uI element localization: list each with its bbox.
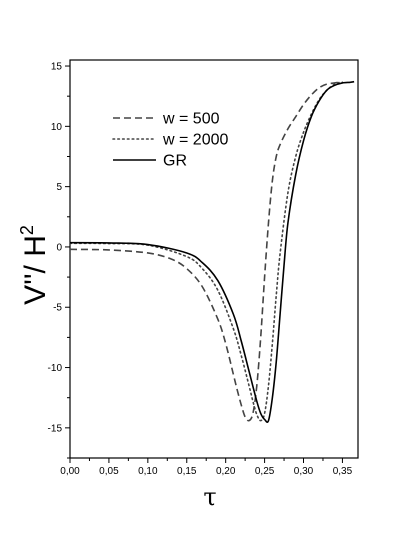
- y-tick-label: 0: [56, 242, 62, 253]
- legend: w = 500 w = 2000 GR: [112, 111, 228, 170]
- x-tick-label: 0,30: [294, 466, 314, 477]
- legend-label-w-500: w = 500: [162, 111, 220, 128]
- x-tick-label: 0,25: [255, 466, 275, 477]
- y-tick-label: -10: [48, 363, 63, 374]
- y-axis-title: V''/ H2: [17, 225, 52, 305]
- plot-frame: [69, 59, 359, 459]
- axis-tick-labels: 0,00 0,05 0,10 0,15 0,20 0,25 0,30 0,35 15 10 5 0 -5…: [48, 62, 353, 477]
- x-tick-label: 0,00: [60, 466, 80, 477]
- y-axis-title-superscript: 2: [17, 225, 37, 235]
- legend-label-w-2000: w = 2000: [162, 132, 228, 149]
- series-lines: [69, 80, 355, 423]
- y-tick-label: 15: [51, 62, 63, 73]
- x-tick-label: 0,15: [177, 466, 197, 477]
- plot-frame-rect: [69, 59, 359, 459]
- x-tick-label: 0,10: [138, 466, 158, 477]
- series-line-w-500: [69, 81, 339, 422]
- legend-label-gr: GR: [163, 153, 187, 170]
- series-line-gr: [69, 80, 355, 423]
- y-tick-label: 10: [51, 122, 63, 133]
- y-axis-title-group: V''/ H2: [17, 225, 52, 305]
- axis-ticks: [65, 65, 343, 463]
- y-tick-label: -15: [48, 423, 63, 434]
- x-tick-label: 0,05: [99, 466, 119, 477]
- y-tick-label: 5: [56, 182, 62, 193]
- y-tick-label: -5: [53, 303, 62, 314]
- x-tick-label: 0,35: [333, 466, 353, 477]
- x-tick-label: 0,20: [216, 466, 236, 477]
- x-axis-title: τ: [203, 483, 216, 511]
- y-axis-title-main: V''/ H: [19, 235, 52, 305]
